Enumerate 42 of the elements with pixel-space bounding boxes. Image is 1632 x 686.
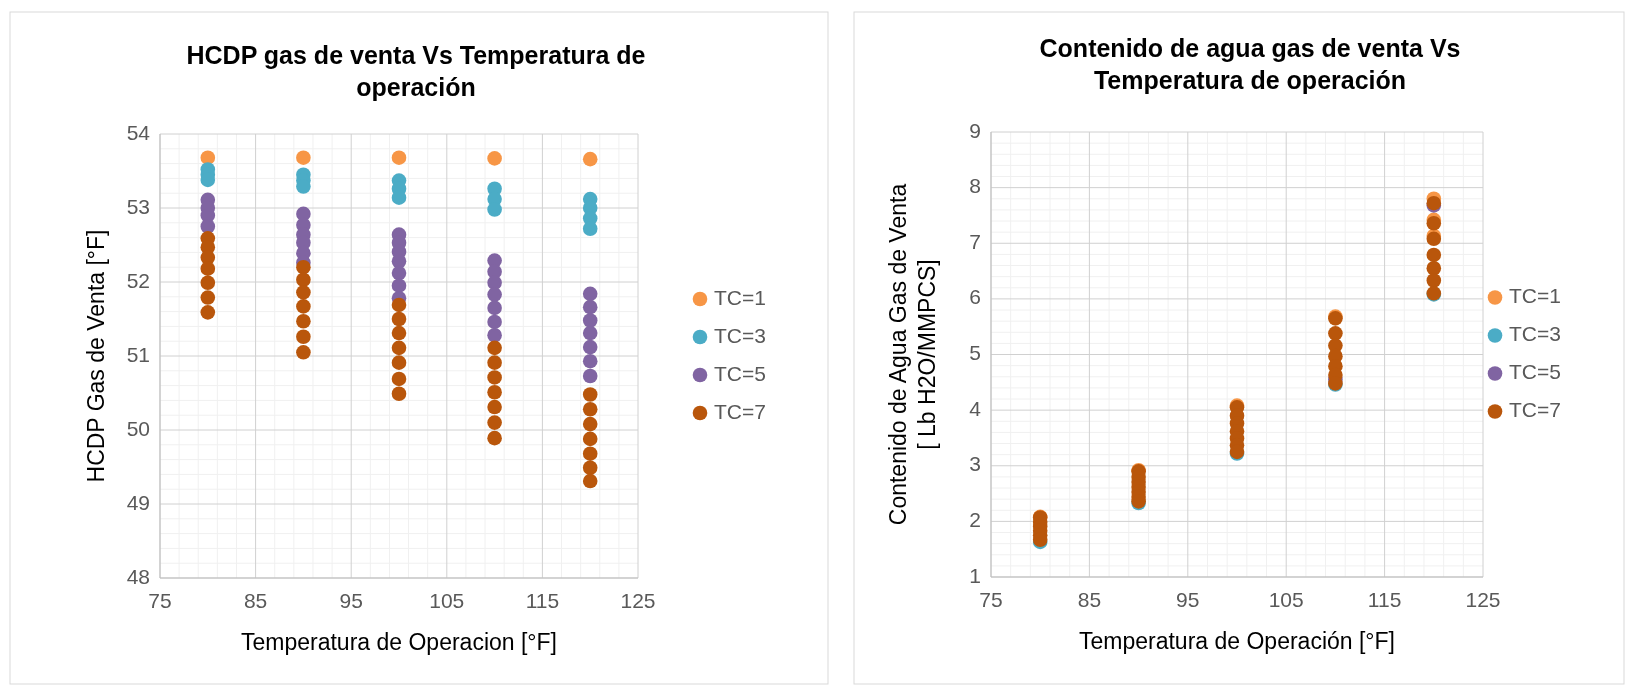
y-tick-label: 6 xyxy=(969,285,981,309)
y-tick-label: 51 xyxy=(126,342,150,366)
y-tick-label: 50 xyxy=(126,416,150,440)
x-tick-label: 115 xyxy=(525,588,560,612)
y-tick-label: 4 xyxy=(969,396,982,420)
y-tick-label: 52 xyxy=(126,268,150,292)
y-tick-label: 3 xyxy=(969,452,981,476)
x-tick-label: 115 xyxy=(1367,587,1402,611)
legend-label: TC=5 xyxy=(714,361,766,385)
legend-label: TC=7 xyxy=(714,399,766,423)
y-axis-title: HCDP Gas de Venta [°F] xyxy=(83,229,110,483)
x-tick-label: 75 xyxy=(979,587,1003,611)
x-tick-label: 125 xyxy=(620,588,656,612)
x-tick-label: 95 xyxy=(1176,587,1200,611)
y-tick-label: 49 xyxy=(126,490,150,514)
x-axis-title: Temperatura de Operación [°F] xyxy=(1078,628,1396,655)
y-tick-label: 53 xyxy=(126,194,150,218)
chart-title: HCDP gas de venta Vs Temperatura de operación xyxy=(186,40,646,101)
legend-label: TC=1 xyxy=(714,285,766,309)
y-tick-label: 48 xyxy=(126,564,150,588)
y-tick-label: 1 xyxy=(969,563,981,587)
y-tick-label: 9 xyxy=(969,118,981,142)
x-tick-label: 85 xyxy=(1077,587,1102,611)
legend-label: TC=1 xyxy=(1509,284,1561,308)
x-tick-label: 95 xyxy=(339,588,363,612)
y-tick-label: 54 xyxy=(126,120,151,144)
x-tick-label: 75 xyxy=(148,588,172,612)
legend-label: TC=7 xyxy=(1509,398,1561,422)
y-tick-label: 7 xyxy=(969,229,981,253)
x-tick-label: 85 xyxy=(243,588,268,612)
x-tick-label: 125 xyxy=(1465,587,1501,611)
legend-label: TC=3 xyxy=(1509,322,1561,346)
x-axis-title: Temperatura de Operacion [°F] xyxy=(240,629,558,656)
y-tick-label: 5 xyxy=(969,341,981,365)
y-tick-label: 2 xyxy=(969,507,981,531)
chart-title: Contenido de agua gas de venta Vs Temperatura de operación xyxy=(1039,33,1461,94)
legend-label: TC=5 xyxy=(1509,360,1561,384)
x-tick-label: 105 xyxy=(429,588,465,612)
y-axis-title: Contenido de Agua Gas de Venta [ Lb H2O/MMPCS] xyxy=(885,183,941,526)
y-tick-label: 8 xyxy=(969,174,981,198)
legend-label: TC=3 xyxy=(714,323,766,347)
x-tick-label: 105 xyxy=(1268,587,1304,611)
